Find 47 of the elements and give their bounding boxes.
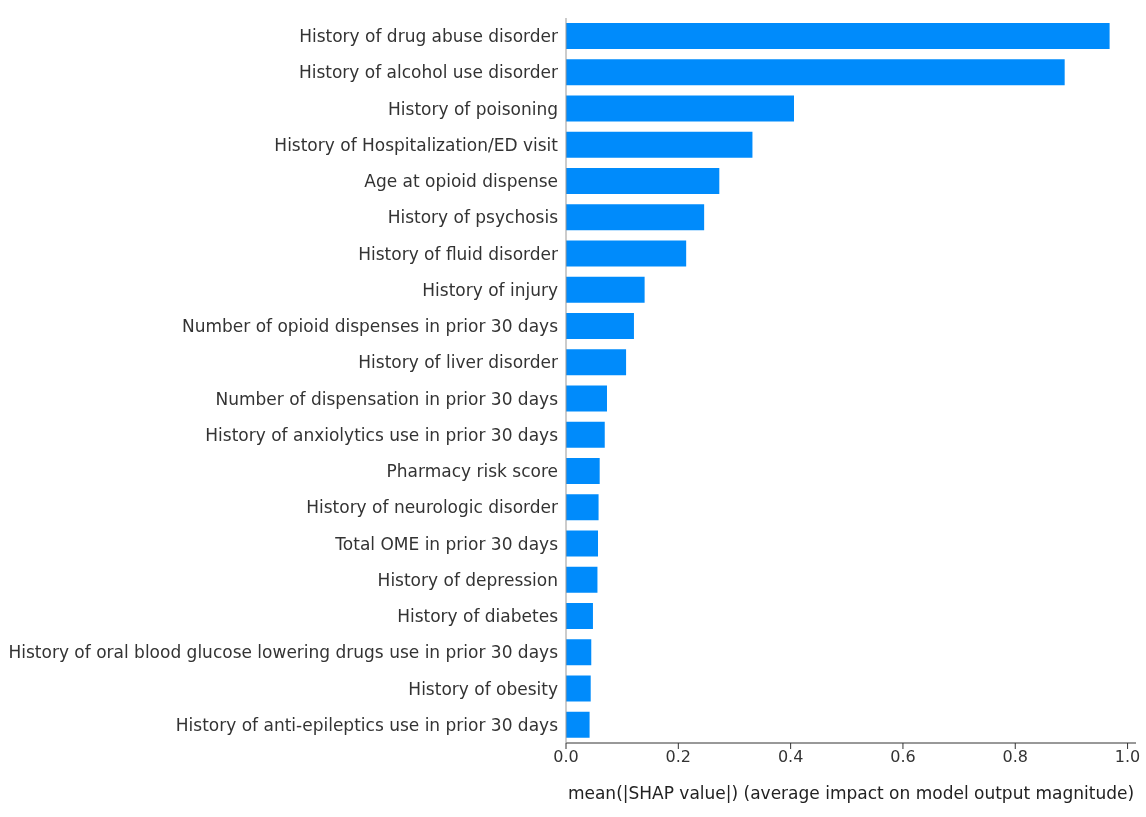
bar bbox=[566, 276, 645, 303]
y-tick-label: Total OME in prior 30 days bbox=[334, 533, 559, 554]
y-tick-label: Number of dispensation in prior 30 days bbox=[215, 388, 559, 409]
y-tick-label: History of injury bbox=[422, 279, 558, 300]
x-tick-label: 0.0 bbox=[553, 747, 579, 767]
bar bbox=[566, 95, 794, 122]
y-tick-label: History of obesity bbox=[408, 678, 558, 699]
y-tick-label: Pharmacy risk score bbox=[386, 461, 558, 482]
x-tick-label: 1.0 bbox=[1114, 747, 1141, 767]
y-tick-label: History of depression bbox=[377, 569, 558, 590]
bar bbox=[566, 385, 607, 412]
y-tick-label: History of anti-epileptics use in prior 30 days bbox=[175, 714, 559, 735]
bar bbox=[566, 168, 720, 194]
y-tick-label: History of fluid disorder bbox=[358, 243, 558, 264]
bar bbox=[566, 603, 593, 629]
bar bbox=[566, 458, 600, 484]
y-tick-label: History of alcohol use disorder bbox=[298, 62, 559, 83]
bar bbox=[566, 675, 591, 702]
bar bbox=[566, 566, 598, 593]
y-tick-label: History of psychosis bbox=[387, 207, 559, 228]
bar bbox=[566, 639, 592, 666]
bar bbox=[566, 494, 599, 521]
bar bbox=[566, 349, 627, 376]
x-axis-title: mean(|SHAP value|) (average impact on model output magnitude) bbox=[567, 783, 1135, 803]
y-tick-label: History of diabetes bbox=[397, 606, 559, 627]
bar bbox=[566, 530, 599, 557]
bar bbox=[566, 313, 634, 339]
x-tick-label: 0.4 bbox=[777, 747, 804, 767]
y-tick-label: History of neurologic disorder bbox=[306, 497, 558, 518]
bar bbox=[566, 204, 705, 231]
y-tick-label: Number of opioid dispenses in prior 30 days bbox=[181, 316, 559, 337]
x-tick-label: 0.2 bbox=[665, 747, 692, 767]
y-tick-label: History of anxiolytics use in prior 30 days bbox=[205, 424, 559, 445]
bar bbox=[566, 59, 1065, 86]
y-tick-label: Age at opioid dispense bbox=[364, 171, 558, 192]
y-tick-label: History of liver disorder bbox=[358, 352, 559, 373]
y-tick-label: History of oral blood glucose lowering drugs use in prior 30 days bbox=[8, 642, 559, 663]
bar bbox=[566, 421, 605, 448]
x-tick-label: 0.8 bbox=[1002, 747, 1028, 767]
y-tick-label: History of Hospitalization/ED visit bbox=[274, 134, 559, 155]
x-tick-label: 0.6 bbox=[890, 747, 916, 767]
bar bbox=[566, 711, 590, 738]
bar bbox=[566, 240, 687, 267]
y-tick-label: History of drug abuse disorder bbox=[299, 26, 559, 47]
bar bbox=[566, 131, 753, 158]
bar bbox=[566, 23, 1110, 49]
y-tick-label: History of poisoning bbox=[388, 98, 558, 119]
